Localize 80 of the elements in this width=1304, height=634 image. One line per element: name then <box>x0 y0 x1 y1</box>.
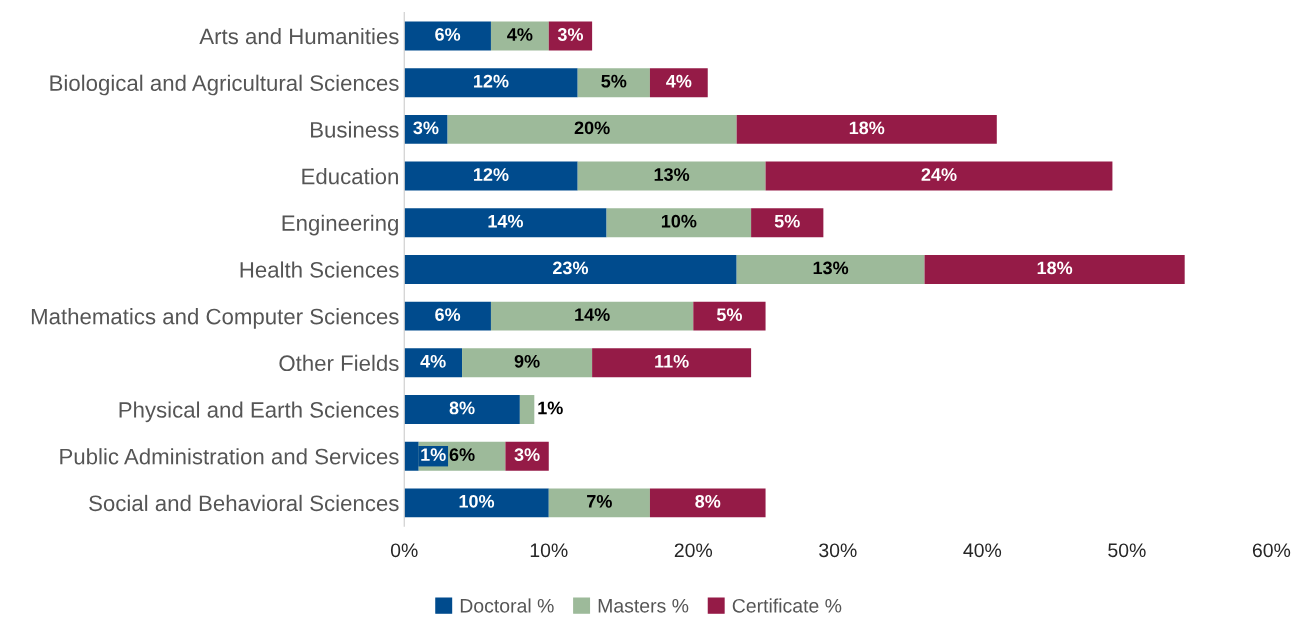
data-label: 13% <box>654 168 690 181</box>
bar <box>751 208 824 238</box>
bar <box>404 348 463 378</box>
data-label: 11% <box>655 354 689 368</box>
bar <box>519 395 535 424</box>
bar <box>577 68 650 98</box>
data-label: 4% <box>420 354 446 368</box>
y-tick-label: Business <box>311 121 399 138</box>
data-label: 10% <box>459 494 495 508</box>
bar <box>548 488 650 518</box>
data-label: 6% <box>449 448 475 462</box>
data-label: 6% <box>435 28 461 41</box>
bar <box>765 161 1113 191</box>
data-label: 4% <box>507 28 533 41</box>
x-tick-label: 40% <box>963 543 1002 558</box>
data-label: 4% <box>666 74 692 88</box>
bar <box>404 208 607 238</box>
bar <box>505 441 549 471</box>
data-label: 9% <box>514 354 540 368</box>
bar <box>592 348 752 378</box>
y-tick-label: Arts and Humanities <box>199 27 399 45</box>
data-label: 5% <box>601 74 627 88</box>
bar <box>404 395 520 424</box>
y-tick-label: Mathematics and Computer Sciences <box>31 308 399 329</box>
bar <box>577 161 766 191</box>
x-tick-label: 20% <box>674 543 713 558</box>
data-label: 13% <box>813 261 849 275</box>
data-label: 23% <box>553 261 589 275</box>
data-label: 14% <box>575 308 610 321</box>
data-label: 12% <box>474 74 509 88</box>
legend-label: Masters % <box>598 598 689 613</box>
data-label: 6% <box>435 308 461 321</box>
bar <box>404 68 578 98</box>
data-label: 5% <box>716 308 742 321</box>
y-tick-label: Other Fields <box>279 354 399 372</box>
data-label: 24% <box>921 168 957 181</box>
bar <box>404 21 491 51</box>
bar <box>924 254 1185 284</box>
x-tick-label: 30% <box>819 543 857 558</box>
x-tick-label: 60% <box>1252 543 1291 558</box>
data-label: 3% <box>413 121 439 135</box>
data-label: 8% <box>449 401 475 415</box>
y-tick-label: Biological and Agricultural Sciences <box>50 74 399 96</box>
y-tick-label: Education <box>302 168 398 185</box>
data-label: 18% <box>849 121 885 135</box>
x-tick-label: 10% <box>530 543 568 558</box>
data-label: 8% <box>695 494 721 508</box>
data-label: 1% <box>538 401 563 415</box>
data-label: 3% <box>514 448 540 462</box>
y-tick-label: Engineering <box>282 214 398 236</box>
bar <box>649 488 766 518</box>
bar <box>649 68 708 98</box>
x-tick-label: 0% <box>390 543 418 558</box>
x-tick-label: 50% <box>1108 543 1146 558</box>
bar <box>736 114 997 144</box>
bar <box>606 208 752 238</box>
data-label: 3% <box>557 28 584 41</box>
bar <box>736 254 925 284</box>
data-label: 18% <box>1037 261 1073 275</box>
y-tick-label: Health Sciences <box>240 261 399 278</box>
legend-label: Doctoral % <box>460 598 554 613</box>
legend-label: Certificate % <box>732 598 842 613</box>
data-label: 1% <box>421 448 446 461</box>
data-label: 7% <box>587 494 612 508</box>
bar <box>404 161 578 191</box>
y-tick-label: Public Administration and Services <box>60 448 399 465</box>
data-label: 14% <box>488 214 523 228</box>
data-label: 12% <box>474 168 509 181</box>
data-label: 20% <box>574 121 610 135</box>
bar <box>404 488 549 518</box>
y-tick-label: Physical and Earth Sciences <box>119 401 399 423</box>
bar <box>462 348 593 378</box>
bar <box>693 301 766 331</box>
data-label: 5% <box>774 214 800 228</box>
data-label: 10% <box>661 214 697 228</box>
bar <box>404 254 737 284</box>
bar <box>447 114 737 144</box>
y-tick-label: Social and Behavioral Sciences <box>89 494 399 512</box>
bar <box>404 301 491 331</box>
bar <box>490 301 694 331</box>
